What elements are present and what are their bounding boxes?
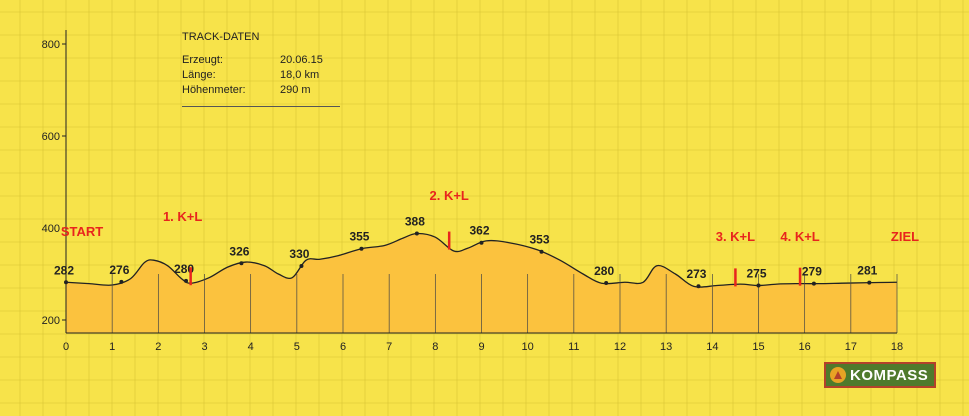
- checkpoint-label: START: [61, 224, 103, 239]
- length-label: Länge:: [182, 69, 216, 81]
- ascent-value: 290 m: [280, 84, 311, 96]
- elevation-label: 281: [857, 264, 877, 278]
- checkpoint-label: 1. K+L: [163, 209, 202, 224]
- x-tick-label: 6: [340, 341, 346, 353]
- kompass-logo-text: KOMPASS: [850, 366, 929, 384]
- track-data-row-ascent: Höhenmeter: 290 m: [182, 83, 340, 98]
- track-data-row-length: Länge: 18,0 km: [182, 68, 340, 83]
- x-tick-label: 13: [660, 341, 672, 353]
- elevation-label: 282: [54, 263, 74, 277]
- x-tick-label: 7: [386, 341, 392, 353]
- elevation-point: [184, 278, 189, 283]
- elevation-point: [867, 280, 872, 285]
- x-tick-label: 15: [752, 341, 764, 353]
- elevation-point: [604, 281, 609, 286]
- elevation-point: [299, 264, 304, 269]
- x-tick-label: 14: [706, 341, 718, 353]
- x-tick-label: 3: [201, 341, 207, 353]
- checkpoint-label: 4. K+L: [780, 229, 819, 244]
- track-data-box: TRACK-DATEN Erzeugt: 20.06.15 Länge: 18,…: [182, 30, 340, 107]
- x-tick-label: 9: [478, 341, 484, 353]
- created-value: 20.06.15: [280, 54, 323, 66]
- x-tick-label: 10: [522, 341, 534, 353]
- elevation-label: 273: [686, 267, 706, 281]
- elevation-label: 280: [174, 262, 194, 276]
- elevation-point: [239, 261, 244, 266]
- elevation-point: [756, 283, 761, 288]
- kompass-logo-icon: [830, 367, 846, 383]
- track-data-heading: TRACK-DATEN: [182, 31, 260, 43]
- y-tick-label: 200: [42, 315, 60, 327]
- elevation-label: 275: [746, 267, 766, 281]
- y-tick-label: 800: [42, 39, 60, 51]
- x-tick-label: 11: [568, 341, 579, 353]
- x-tick-label: 1: [109, 341, 115, 353]
- length-value: 18,0 km: [280, 69, 320, 81]
- checkpoint-label: 2. K+L: [429, 188, 468, 203]
- checkpoint-label: 3. K+L: [716, 229, 755, 244]
- checkpoint-markers: START 1. K+L 2. K+L 3. K+L 4. K+L ZIEL: [61, 188, 919, 287]
- elevation-label: 330: [289, 247, 309, 261]
- elevation-label: 362: [469, 224, 489, 238]
- elevation-label: 388: [405, 215, 425, 229]
- info-divider: [182, 106, 340, 107]
- x-tick-label: 18: [891, 341, 903, 353]
- elevation-point: [811, 281, 816, 286]
- elevation-label: 279: [802, 265, 822, 279]
- y-tick-label: 600: [42, 131, 60, 143]
- elevation-label: 326: [229, 244, 249, 258]
- elevation-label: 353: [530, 233, 550, 247]
- x-tick-label: 8: [432, 341, 438, 353]
- y-tick-label: 400: [42, 223, 60, 235]
- checkpoint-label: ZIEL: [891, 229, 919, 244]
- x-tick-label: 16: [799, 341, 811, 353]
- elevation-point: [359, 246, 364, 251]
- elevation-point: [696, 284, 701, 289]
- ascent-label: Höhenmeter:: [182, 84, 246, 96]
- track-data-row-created: Erzeugt: 20.06.15: [182, 53, 340, 68]
- created-label: Erzeugt:: [182, 54, 223, 66]
- elevation-point: [539, 249, 544, 254]
- x-tick-label: 0: [63, 341, 69, 353]
- elevation-points: 282 276 280 326 330 355 388 362 353 280 273 275 279 2…: [54, 215, 878, 289]
- elevation-label: 276: [109, 263, 129, 277]
- x-tick-label: 17: [845, 341, 857, 353]
- km-gridlines: [65, 274, 898, 333]
- elevation-label: 355: [349, 230, 369, 244]
- x-tick-label: 12: [614, 341, 626, 353]
- x-tick-label: 5: [294, 341, 300, 353]
- y-tick-labels: 200 400 600 800: [42, 39, 66, 327]
- x-tick-label: 4: [248, 341, 254, 353]
- elevation-label: 280: [594, 264, 614, 278]
- elevation-point: [479, 240, 484, 245]
- x-tick-label: 2: [155, 341, 161, 353]
- kompass-logo: KOMPASS: [824, 362, 936, 388]
- elevation-point: [119, 279, 124, 284]
- x-tick-labels: 0 1 2 3 4 5 6 7 8 9 10 11 12 13 14 15 16 17 18: [63, 341, 903, 353]
- elevation-point: [64, 280, 68, 285]
- elevation-point: [414, 231, 419, 236]
